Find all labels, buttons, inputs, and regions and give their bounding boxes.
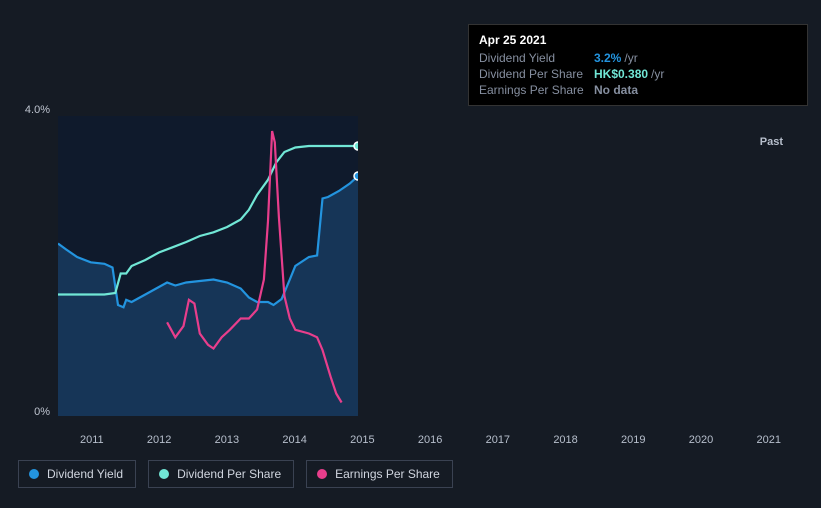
y-tick-min: 0%	[18, 406, 50, 418]
tooltip-suffix: /yr	[624, 51, 637, 65]
x-tick: 2020	[689, 434, 713, 446]
legend-label: Dividend Yield	[47, 467, 123, 481]
x-tick: 2012	[147, 434, 171, 446]
tooltip-row: Earnings Per Share No data	[479, 83, 797, 97]
chart-plot[interactable]	[58, 116, 358, 416]
chart-tooltip: Apr 25 2021 Dividend Yield 3.2% /yr Divi…	[468, 24, 808, 106]
x-tick: 2019	[621, 434, 645, 446]
x-tick: 2018	[553, 434, 577, 446]
dividend-chart[interactable]: 4.0% 0% Past 201120122013201420152016201…	[18, 106, 803, 446]
x-tick: 2015	[350, 434, 374, 446]
legend-label: Earnings Per Share	[335, 467, 440, 481]
legend-dividend-per-share[interactable]: Dividend Per Share	[148, 460, 294, 488]
tooltip-row: Dividend Yield 3.2% /yr	[479, 51, 797, 65]
x-tick: 2013	[215, 434, 239, 446]
y-tick-max: 4.0%	[18, 104, 50, 116]
legend-dividend-yield[interactable]: Dividend Yield	[18, 460, 136, 488]
x-tick: 2014	[282, 434, 306, 446]
legend-swatch	[29, 469, 39, 479]
chart-legend: Dividend Yield Dividend Per Share Earnin…	[18, 460, 453, 488]
dps-end-marker	[354, 142, 358, 150]
x-axis: 2011 2012 2013 2014 2015 2016 2017 2018 2019 2020…	[58, 434, 803, 446]
x-tick: 2016	[418, 434, 442, 446]
tooltip-label: Dividend Yield	[479, 51, 594, 65]
tooltip-row: Dividend Per Share HK$0.380 /yr	[479, 67, 797, 81]
past-label: Past	[760, 136, 783, 148]
legend-label: Dividend Per Share	[177, 467, 281, 481]
x-tick: 2011	[80, 434, 104, 446]
tooltip-value: HK$0.380	[594, 67, 648, 81]
tooltip-label: Earnings Per Share	[479, 83, 594, 97]
x-tick: 2021	[757, 434, 781, 446]
tooltip-label: Dividend Per Share	[479, 67, 594, 81]
legend-swatch	[317, 469, 327, 479]
tooltip-value: 3.2%	[594, 51, 621, 65]
yield-end-marker	[354, 172, 358, 180]
tooltip-value: No data	[594, 83, 638, 97]
legend-earnings-per-share[interactable]: Earnings Per Share	[306, 460, 453, 488]
tooltip-date: Apr 25 2021	[479, 33, 797, 47]
tooltip-suffix: /yr	[651, 67, 664, 81]
x-tick: 2017	[486, 434, 510, 446]
legend-swatch	[159, 469, 169, 479]
